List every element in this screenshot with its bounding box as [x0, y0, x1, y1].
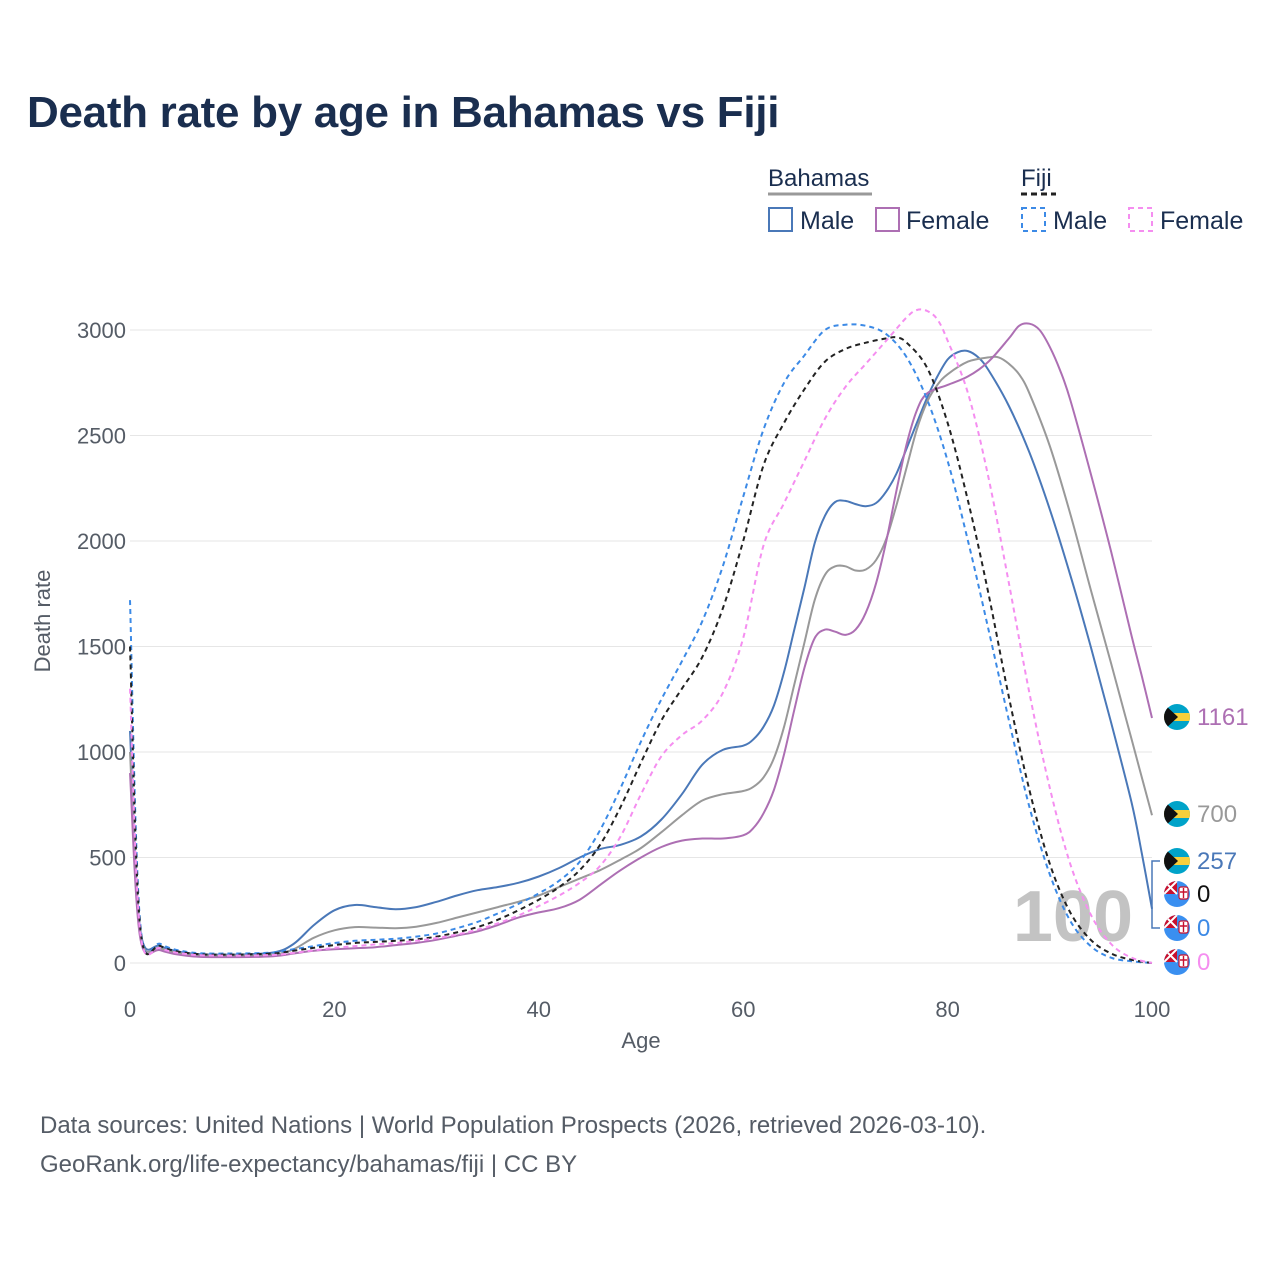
legend-label-bahamas-male[interactable]: Male	[800, 207, 854, 235]
legend-group-fiji: Fiji	[1021, 165, 1052, 192]
x-axis-title: Age	[621, 1028, 660, 1053]
x-tick-80: 80	[935, 997, 959, 1022]
line-bahamas-male	[129, 349, 1153, 956]
x-tick-20: 20	[322, 997, 346, 1022]
y-tick-2500: 2500	[77, 424, 126, 449]
end-label-bahamas-all: 700	[1197, 801, 1237, 828]
legend-label-bahamas-female[interactable]: Female	[906, 207, 989, 235]
legend-swatch-fiji-male[interactable]	[1021, 207, 1046, 232]
flag-marker-fiji-female	[1164, 949, 1190, 975]
x-tick-0: 0	[124, 997, 136, 1022]
footer: Data sources: United Nations | World Pop…	[40, 1106, 986, 1184]
flag-marker-bahamas-male	[1164, 848, 1190, 874]
x-tick-100: 100	[1134, 997, 1171, 1022]
y-tick-500: 500	[89, 846, 126, 871]
watermark-year: 100	[1013, 877, 1133, 957]
grid-lines	[130, 329, 1152, 964]
footer-url: GeoRank.org/life-expectancy/bahamas/fiji…	[40, 1151, 578, 1178]
end-label-fiji-female: 0	[1197, 949, 1210, 976]
legend: Bahamas Fiji Male Female Male Female	[768, 165, 1243, 235]
footer-sources: Data sources: United Nations | World Pop…	[40, 1112, 987, 1139]
legend-swatch-fiji-female[interactable]	[1128, 207, 1153, 232]
y-tick-labels: 0 500 1000 1500 2000 2500 3000	[77, 318, 126, 976]
end-label-fiji-male: 0	[1197, 915, 1210, 942]
y-tick-1500: 1500	[77, 635, 126, 660]
line-fiji-male	[129, 323, 1153, 964]
x-tick-labels: 0 20 40 60 80 100	[124, 997, 1170, 1022]
y-tick-2000: 2000	[77, 529, 126, 554]
y-tick-1000: 1000	[77, 740, 126, 765]
x-tick-40: 40	[527, 997, 551, 1022]
flag-marker-bahamas-female	[1164, 704, 1190, 730]
end-label-bahamas-female: 1161	[1197, 704, 1249, 731]
end-label-bahamas-male: 257	[1197, 848, 1237, 875]
line-bahamas-all	[129, 355, 1153, 957]
flag-marker-fiji-all	[1164, 881, 1190, 907]
legend-label-fiji-female[interactable]: Female	[1160, 207, 1243, 235]
flag-marker-bahamas-all	[1164, 801, 1190, 827]
y-tick-3000: 3000	[77, 318, 126, 343]
end-labels: 257 700 1161 0 0 0	[1151, 704, 1249, 976]
end-label-fiji-all: 0	[1197, 881, 1210, 908]
series-lines	[129, 308, 1153, 964]
legend-swatch-bahamas-male[interactable]	[768, 207, 793, 232]
legend-label-fiji-male[interactable]: Male	[1053, 207, 1107, 235]
y-tick-0: 0	[114, 951, 126, 976]
line-fiji-all	[129, 336, 1153, 964]
legend-swatch-bahamas-female[interactable]	[875, 207, 900, 232]
y-axis-title: Death rate	[30, 570, 55, 673]
chart-title: Death rate by age in Bahamas vs Fiji	[27, 88, 780, 137]
legend-group-bahamas: Bahamas	[768, 165, 869, 192]
line-bahamas-female	[129, 322, 1153, 959]
line-fiji-female	[129, 308, 1153, 964]
end-label-connector	[1151, 860, 1160, 929]
flag-marker-fiji-male	[1164, 915, 1190, 941]
x-tick-60: 60	[731, 997, 755, 1022]
